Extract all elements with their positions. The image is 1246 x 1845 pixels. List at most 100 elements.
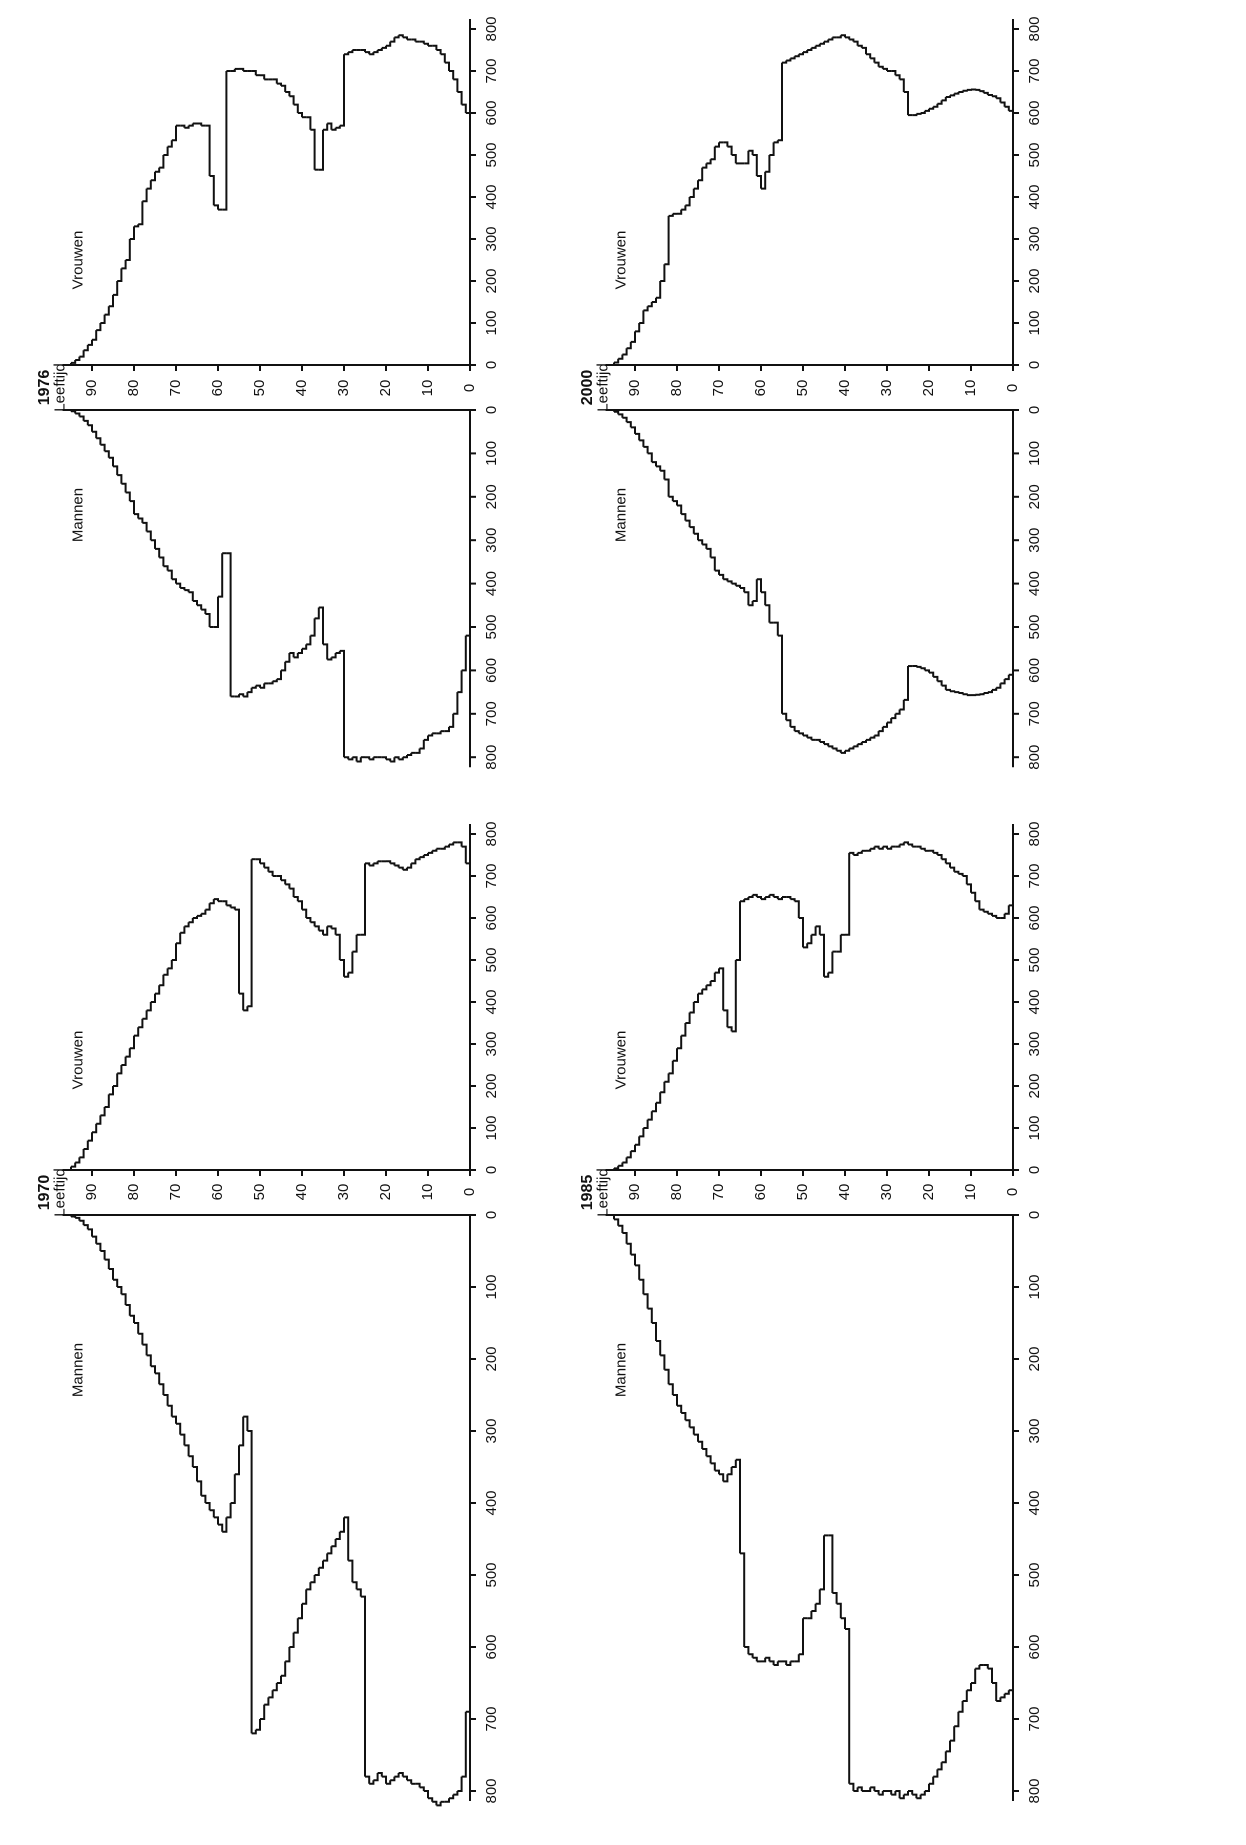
- step: [243, 1006, 249, 1012]
- step: [643, 1293, 649, 1309]
- step: [660, 1354, 666, 1370]
- step: [142, 1010, 148, 1020]
- step: [887, 1790, 893, 1795]
- step: [415, 1782, 421, 1788]
- step: [714, 1469, 720, 1475]
- step: [71, 359, 77, 364]
- step: [937, 1762, 943, 1771]
- step: [836, 749, 842, 753]
- y-tick-label: 500: [1026, 947, 1043, 972]
- step: [79, 1219, 85, 1226]
- step: [125, 239, 131, 261]
- step: [432, 848, 438, 852]
- step: [618, 413, 624, 418]
- step: [1004, 674, 1010, 681]
- step: [113, 465, 119, 476]
- step: [75, 356, 81, 361]
- step: [146, 530, 152, 541]
- step: [866, 1787, 872, 1792]
- step: [954, 1711, 960, 1728]
- step: [71, 410, 77, 414]
- step: [664, 478, 670, 497]
- step: [163, 146, 169, 156]
- step: [975, 1665, 981, 1670]
- step: [205, 903, 211, 911]
- x-tick-label: 80: [125, 380, 142, 397]
- step: [318, 129, 324, 171]
- step: [192, 599, 198, 606]
- step: [83, 1224, 89, 1230]
- step: [369, 52, 375, 56]
- step: [142, 521, 148, 532]
- step: [289, 95, 295, 105]
- step: [365, 1775, 371, 1784]
- step: [836, 35, 842, 39]
- step: [731, 1459, 737, 1468]
- step: [369, 757, 375, 761]
- step: [643, 1119, 649, 1129]
- step: [230, 1474, 236, 1504]
- y-tick-label: 0: [1026, 406, 1043, 414]
- step: [987, 689, 993, 694]
- step: [75, 1216, 81, 1221]
- step: [209, 899, 215, 905]
- step: [129, 1314, 135, 1323]
- step: [465, 1215, 471, 1713]
- step: [723, 1009, 729, 1028]
- x-tick-label: 20: [920, 380, 937, 397]
- step: [394, 756, 400, 760]
- step: [386, 860, 392, 864]
- step: [125, 491, 131, 502]
- step: [411, 859, 417, 865]
- x-tick-label: 70: [167, 380, 184, 397]
- step: [853, 852, 859, 856]
- step: [444, 844, 450, 848]
- y-tick-label: 100: [483, 1115, 500, 1140]
- step: [365, 862, 371, 866]
- y-tick-label: 800: [1026, 745, 1043, 770]
- step: [213, 898, 219, 902]
- y-tick-label: 300: [1026, 1031, 1043, 1056]
- step: [773, 140, 779, 144]
- step: [226, 904, 232, 908]
- step: [635, 1136, 641, 1146]
- y-tick-label: 700: [483, 701, 500, 726]
- step: [209, 1509, 215, 1518]
- step: [807, 47, 813, 51]
- step: [966, 883, 972, 893]
- step: [790, 898, 796, 902]
- step: [681, 205, 687, 211]
- step: [824, 972, 830, 978]
- step: [651, 1322, 657, 1341]
- step: [815, 738, 821, 743]
- step: [83, 419, 89, 426]
- step: [117, 1065, 123, 1075]
- step: [415, 748, 421, 754]
- step: [398, 34, 404, 38]
- step: [992, 914, 998, 918]
- step: [979, 908, 985, 912]
- step: [457, 670, 463, 694]
- step: [134, 1322, 140, 1334]
- step: [159, 974, 165, 987]
- step: [285, 883, 291, 889]
- step: [971, 1668, 977, 1684]
- step: [836, 934, 842, 953]
- step: [635, 1264, 641, 1280]
- step: [929, 671, 935, 677]
- step: [668, 495, 674, 502]
- y-tick-label: 400: [1026, 1490, 1043, 1515]
- step: [339, 54, 345, 127]
- step: [167, 1404, 173, 1417]
- step: [710, 556, 716, 571]
- step: [941, 1751, 947, 1764]
- step: [845, 36, 851, 40]
- y-tick-label: 500: [1026, 614, 1043, 639]
- step: [698, 1440, 704, 1449]
- y-tick-label: 800: [483, 821, 500, 846]
- step: [150, 171, 156, 182]
- y-tick-label: 200: [483, 484, 500, 509]
- step: [941, 97, 947, 102]
- x-tick-label: 60: [209, 1184, 226, 1201]
- x-tick-label: 70: [710, 1184, 727, 1201]
